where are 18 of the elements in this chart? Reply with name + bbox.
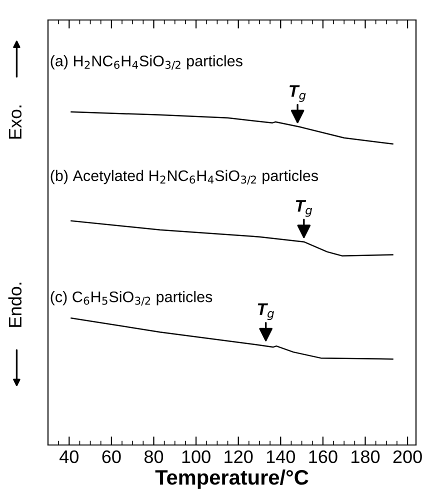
text: Endo. — [8, 282, 22, 327]
text: (b) Acetylated H$_{2}$NC$_{6}$H$_{4}$SiO$_{3/2}$ particles — [50, 170, 318, 184]
x-tick-label: 40 — [60, 450, 78, 464]
text: (a) H$_{2}$NC$_{6}$H$_{4}$SiO$_{3/2}$ particles — [50, 55, 242, 70]
x-tick-label: 120 — [224, 450, 253, 464]
x-tick-label: 100 — [182, 450, 210, 464]
annotation: T$_{g}$ — [258, 303, 274, 320]
annotation: T$_{g}$ — [296, 200, 312, 217]
annotation: (c) C$_{6}$H$_{5}$SiO$_{3/2}$ particles — [50, 291, 212, 306]
x-tick-label: 200 — [393, 450, 422, 464]
x-tick-label: 180 — [352, 450, 380, 464]
x-tick-label: 80 — [144, 450, 164, 464]
annotation: T$_{g}$ — [290, 85, 306, 102]
x-axis-title: Temperature/°C — [155, 469, 308, 489]
x-tick-label: 160 — [309, 450, 338, 464]
x-tick-label: 60 — [102, 450, 121, 464]
text: Exo. — [8, 106, 22, 139]
x-tick-label: 140 — [266, 450, 295, 464]
